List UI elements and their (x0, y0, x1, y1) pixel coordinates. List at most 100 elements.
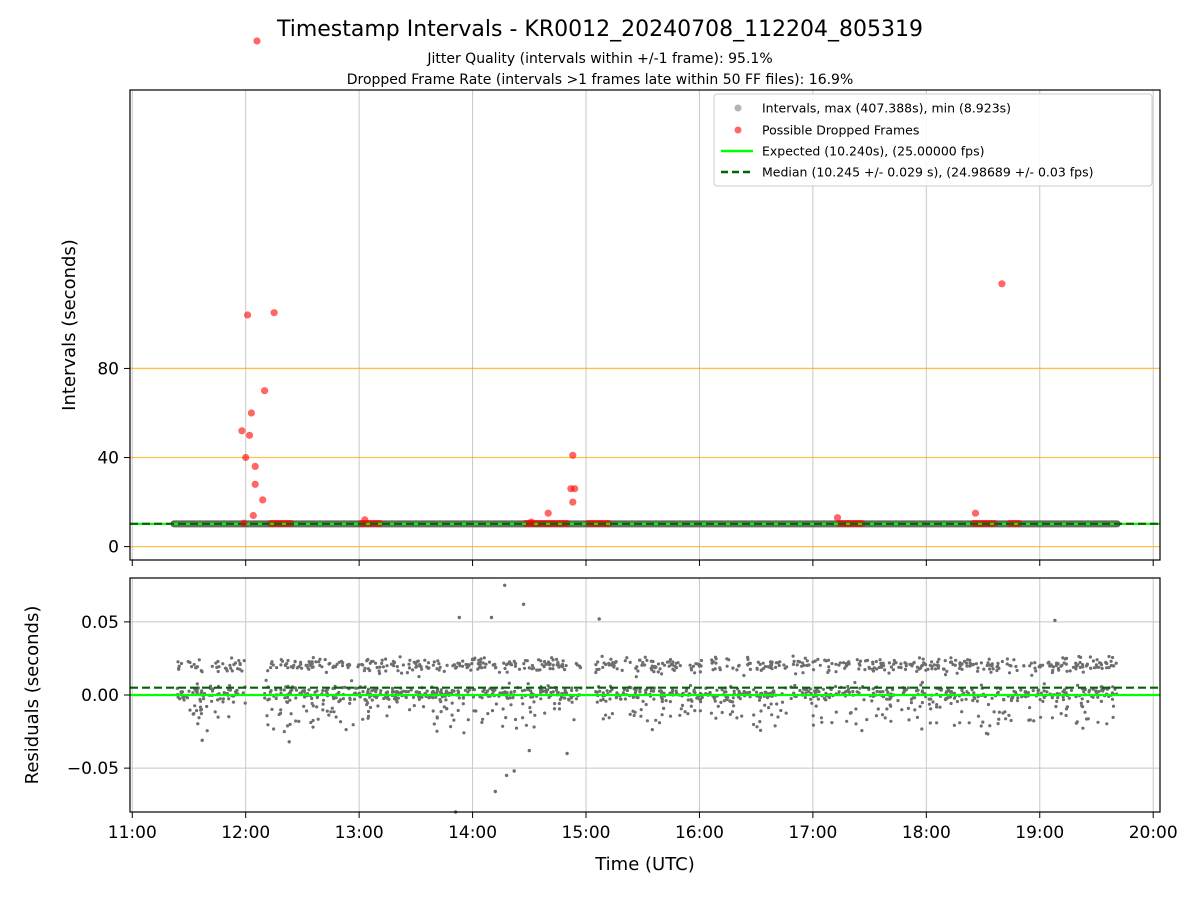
residual-point (1084, 664, 1088, 668)
residual-point (879, 661, 883, 666)
residual-point (1079, 701, 1083, 705)
residual-point (373, 661, 378, 665)
residual-point (883, 716, 887, 720)
residual-point (434, 695, 438, 699)
residual-point (903, 667, 908, 672)
residual-point (628, 660, 632, 665)
residual-point (928, 721, 932, 725)
residual-point (834, 710, 838, 714)
residual-point (954, 658, 958, 662)
residual-point (236, 667, 240, 671)
residual-point (640, 663, 644, 667)
residual-point (334, 696, 338, 700)
residual-point (604, 713, 608, 717)
residual-point (1064, 713, 1068, 718)
residual-point (332, 710, 336, 714)
residual-point (758, 720, 762, 724)
residual-point (1032, 719, 1036, 723)
residual-point (1007, 671, 1012, 675)
residual-point (511, 696, 515, 700)
residual-point (386, 690, 390, 694)
residual-point (344, 728, 348, 732)
residual-point (1052, 665, 1056, 669)
residual-point (558, 697, 562, 702)
residual-point (981, 720, 985, 724)
x-tick-label: 20:00 (1129, 823, 1178, 843)
residual-point (601, 691, 605, 695)
residual-point (481, 689, 485, 694)
residual-outlier-point (457, 615, 461, 620)
residual-point (805, 659, 809, 663)
residual-point (1100, 666, 1104, 671)
bottom-y-tick-label: 0.00 (81, 686, 119, 706)
residual-point (816, 697, 821, 701)
residual-point (816, 657, 820, 662)
residual-point (442, 669, 446, 674)
residual-point (570, 700, 574, 704)
residual-point (1014, 664, 1018, 669)
residual-point (391, 663, 395, 667)
residual-point (517, 667, 522, 671)
residual-point (949, 690, 954, 694)
residual-point (406, 690, 410, 694)
residual-point (522, 666, 527, 670)
residual-point (1033, 661, 1037, 665)
residual-point (798, 688, 802, 693)
residual-point (535, 668, 539, 672)
residual-point (335, 662, 339, 667)
residual-point (769, 666, 773, 670)
residual-point (610, 712, 615, 716)
residual-point (341, 697, 345, 701)
residual-point (1071, 665, 1075, 669)
residual-point (1042, 695, 1046, 700)
residual-point (623, 659, 627, 663)
residual-point (614, 696, 618, 700)
residual-point (638, 688, 642, 692)
residual-point (295, 666, 299, 670)
residual-point (221, 700, 225, 704)
residual-point (991, 667, 995, 671)
residual-point (935, 721, 939, 725)
residual-point (690, 699, 694, 703)
residual-point (934, 667, 938, 671)
residual-point (1096, 695, 1100, 699)
dropped-frame-point (569, 451, 577, 459)
dropped-frame-point (245, 431, 254, 439)
residual-point (471, 695, 475, 699)
residual-point (935, 703, 939, 707)
residual-point (272, 727, 276, 731)
residual-point (695, 696, 699, 700)
residual-point (211, 687, 215, 691)
residual-point (643, 663, 647, 667)
residual-point (361, 717, 365, 721)
residual-point (1002, 697, 1006, 701)
residual-point (427, 666, 431, 670)
residual-point (1112, 664, 1116, 668)
residual-point (1042, 682, 1046, 686)
residual-point (1056, 696, 1060, 700)
residual-point (1074, 664, 1078, 669)
residual-outlier-point (527, 748, 531, 753)
dropped-frame-point (244, 311, 252, 319)
top-y-tick-label: 0 (108, 538, 119, 558)
residual-point (962, 659, 967, 663)
residual-point (348, 663, 352, 667)
residual-point (444, 698, 448, 702)
residual-point (692, 690, 696, 694)
residual-point (909, 697, 914, 701)
top-y-axis-label: Intervals (seconds) (59, 239, 80, 411)
residual-point (292, 663, 296, 668)
residual-point (567, 698, 571, 702)
residual-point (774, 665, 778, 670)
residual-point (285, 724, 290, 728)
residual-point (775, 702, 779, 706)
residual-point (415, 660, 419, 664)
residual-point (543, 711, 547, 715)
residual-point (608, 697, 612, 701)
residual-point (742, 689, 746, 694)
residual-point (770, 660, 774, 664)
residual-point (664, 699, 668, 703)
residual-point (317, 660, 321, 664)
residual-point (242, 659, 246, 663)
residual-point (289, 665, 293, 669)
